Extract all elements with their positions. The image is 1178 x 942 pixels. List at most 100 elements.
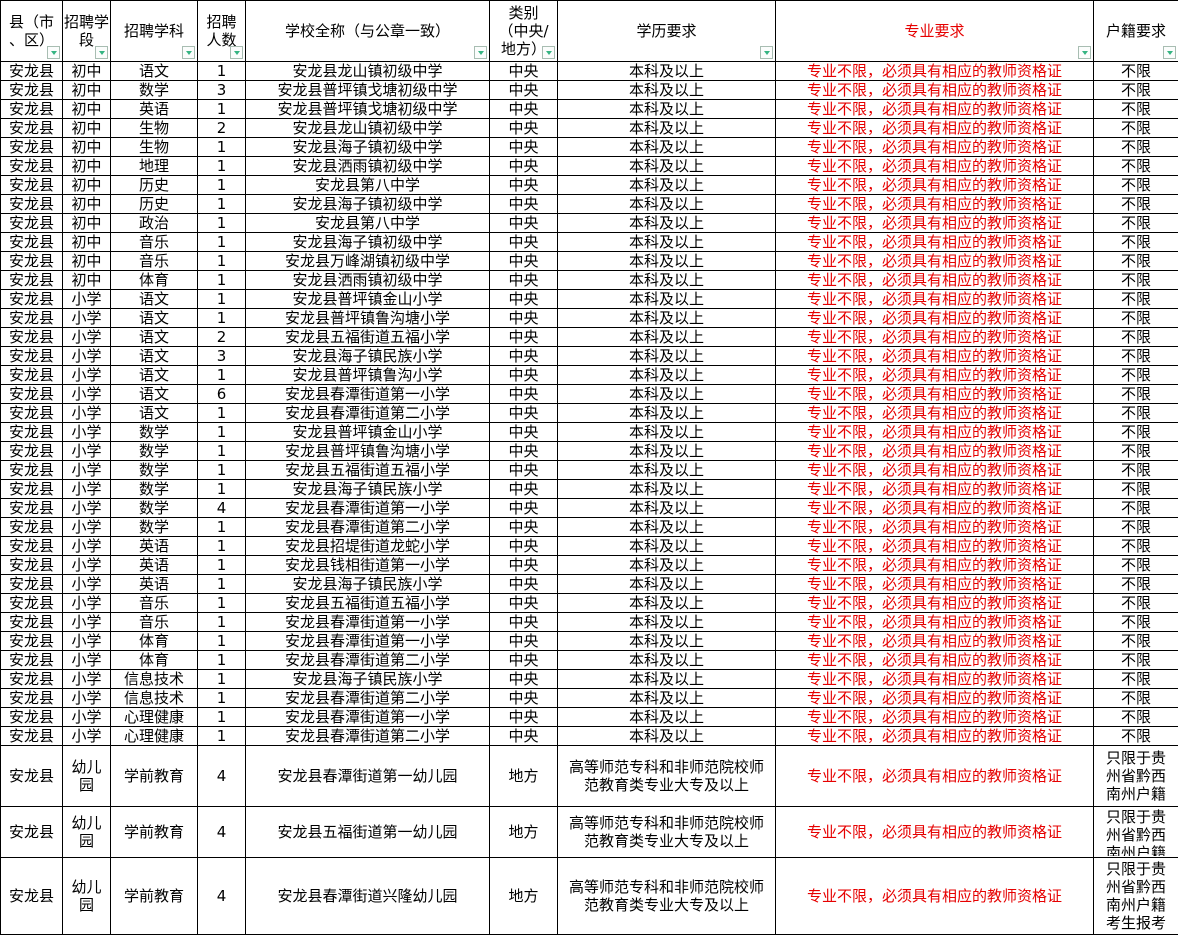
cell-county[interactable]: 安龙县 (0, 555, 63, 575)
cell-edu[interactable]: 本科及以上 (557, 460, 776, 480)
cell-category[interactable]: 中央 (489, 99, 558, 119)
cell-subject[interactable]: 体育 (110, 631, 198, 651)
cell-num[interactable]: 4 (197, 806, 246, 858)
cell-edu[interactable]: 本科及以上 (557, 99, 776, 119)
cell-subject[interactable]: 历史 (110, 194, 198, 214)
cell-category[interactable]: 中央 (489, 251, 558, 271)
cell-category[interactable]: 中央 (489, 156, 558, 176)
cell-residence[interactable]: 不限 (1093, 479, 1178, 499)
cell-num[interactable]: 1 (197, 707, 246, 727)
cell-stage[interactable]: 小学 (62, 460, 111, 480)
cell-county[interactable]: 安龙县 (0, 726, 63, 746)
cell-residence[interactable]: 不限 (1093, 137, 1178, 157)
cell-subject[interactable]: 英语 (110, 536, 198, 556)
cell-num[interactable]: 1 (197, 422, 246, 442)
cell-major[interactable]: 专业不限，必须具有相应的教师资格证 (775, 213, 1094, 233)
cell-residence[interactable]: 不限 (1093, 365, 1178, 385)
cell-num[interactable]: 1 (197, 137, 246, 157)
cell-county[interactable]: 安龙县 (0, 745, 63, 807)
filter-dropdown-button[interactable] (230, 46, 243, 59)
cell-subject[interactable]: 语文 (110, 346, 198, 366)
cell-major[interactable]: 专业不限，必须具有相应的教师资格证 (775, 365, 1094, 385)
cell-residence[interactable]: 只限于贵州省黔西南州户籍 (1093, 745, 1178, 807)
cell-num[interactable]: 1 (197, 251, 246, 271)
cell-num[interactable]: 1 (197, 631, 246, 651)
cell-residence[interactable]: 不限 (1093, 232, 1178, 252)
cell-major[interactable]: 专业不限，必须具有相应的教师资格证 (775, 384, 1094, 404)
cell-major[interactable]: 专业不限，必须具有相应的教师资格证 (775, 498, 1094, 518)
cell-edu[interactable]: 本科及以上 (557, 175, 776, 195)
cell-residence[interactable]: 不限 (1093, 80, 1178, 100)
cell-subject[interactable]: 体育 (110, 650, 198, 670)
cell-subject[interactable]: 语文 (110, 308, 198, 328)
cell-school[interactable]: 安龙县普坪镇鲁沟小学 (245, 365, 490, 385)
filter-dropdown-button[interactable] (47, 46, 60, 59)
cell-major[interactable]: 专业不限，必须具有相应的教师资格证 (775, 156, 1094, 176)
cell-major[interactable]: 专业不限，必须具有相应的教师资格证 (775, 175, 1094, 195)
cell-category[interactable]: 中央 (489, 574, 558, 594)
cell-school[interactable]: 安龙县春潭街道第一小学 (245, 498, 490, 518)
cell-residence[interactable]: 不限 (1093, 251, 1178, 271)
cell-num[interactable]: 1 (197, 688, 246, 708)
cell-major[interactable]: 专业不限，必须具有相应的教师资格证 (775, 61, 1094, 81)
cell-subject[interactable]: 英语 (110, 555, 198, 575)
cell-stage[interactable]: 小学 (62, 650, 111, 670)
cell-school[interactable]: 安龙县春潭街道第二小学 (245, 403, 490, 423)
cell-subject[interactable]: 数学 (110, 498, 198, 518)
cell-residence[interactable]: 不限 (1093, 536, 1178, 556)
cell-residence[interactable]: 不限 (1093, 175, 1178, 195)
cell-subject[interactable]: 音乐 (110, 612, 198, 632)
cell-num[interactable]: 3 (197, 80, 246, 100)
cell-stage[interactable]: 初中 (62, 270, 111, 290)
cell-residence[interactable]: 不限 (1093, 289, 1178, 309)
cell-county[interactable]: 安龙县 (0, 536, 63, 556)
cell-category[interactable]: 中央 (489, 555, 558, 575)
cell-county[interactable]: 安龙县 (0, 631, 63, 651)
cell-edu[interactable]: 本科及以上 (557, 593, 776, 613)
cell-school[interactable]: 安龙县春潭街道第二小学 (245, 517, 490, 537)
cell-edu[interactable]: 本科及以上 (557, 403, 776, 423)
cell-stage[interactable]: 初中 (62, 194, 111, 214)
cell-county[interactable]: 安龙县 (0, 479, 63, 499)
cell-residence[interactable]: 不限 (1093, 631, 1178, 651)
cell-county[interactable]: 安龙县 (0, 612, 63, 632)
cell-residence[interactable]: 不限 (1093, 688, 1178, 708)
cell-category[interactable]: 中央 (489, 194, 558, 214)
cell-stage[interactable]: 小学 (62, 688, 111, 708)
cell-category[interactable]: 中央 (489, 308, 558, 328)
cell-residence[interactable]: 不限 (1093, 555, 1178, 575)
cell-edu[interactable]: 本科及以上 (557, 707, 776, 727)
cell-num[interactable]: 1 (197, 289, 246, 309)
cell-num[interactable]: 1 (197, 99, 246, 119)
cell-school[interactable]: 安龙县海子镇初级中学 (245, 194, 490, 214)
cell-county[interactable]: 安龙县 (0, 99, 63, 119)
cell-edu[interactable]: 本科及以上 (557, 669, 776, 689)
cell-edu[interactable]: 本科及以上 (557, 289, 776, 309)
cell-num[interactable]: 1 (197, 593, 246, 613)
cell-residence[interactable]: 不限 (1093, 156, 1178, 176)
cell-subject[interactable]: 体育 (110, 270, 198, 290)
cell-school[interactable]: 安龙县招堤街道龙蛇小学 (245, 536, 490, 556)
cell-school[interactable]: 安龙县普坪镇戈塘初级中学 (245, 80, 490, 100)
cell-major[interactable]: 专业不限，必须具有相应的教师资格证 (775, 270, 1094, 290)
cell-stage[interactable]: 小学 (62, 441, 111, 461)
cell-num[interactable]: 1 (197, 612, 246, 632)
cell-major[interactable]: 专业不限，必须具有相应的教师资格证 (775, 422, 1094, 442)
cell-county[interactable]: 安龙县 (0, 574, 63, 594)
cell-stage[interactable]: 小学 (62, 327, 111, 347)
cell-residence[interactable]: 不限 (1093, 498, 1178, 518)
cell-school[interactable]: 安龙县海子镇初级中学 (245, 137, 490, 157)
cell-num[interactable]: 1 (197, 574, 246, 594)
filter-dropdown-button[interactable] (1163, 46, 1176, 59)
cell-major[interactable]: 专业不限，必须具有相应的教师资格证 (775, 403, 1094, 423)
cell-major[interactable]: 专业不限，必须具有相应的教师资格证 (775, 593, 1094, 613)
cell-num[interactable]: 1 (197, 270, 246, 290)
cell-major[interactable]: 专业不限，必须具有相应的教师资格证 (775, 99, 1094, 119)
cell-county[interactable]: 安龙县 (0, 403, 63, 423)
cell-major[interactable]: 专业不限，必须具有相应的教师资格证 (775, 745, 1094, 807)
cell-subject[interactable]: 历史 (110, 175, 198, 195)
cell-subject[interactable]: 语文 (110, 384, 198, 404)
cell-category[interactable]: 中央 (489, 593, 558, 613)
cell-edu[interactable]: 本科及以上 (557, 384, 776, 404)
cell-county[interactable]: 安龙县 (0, 137, 63, 157)
